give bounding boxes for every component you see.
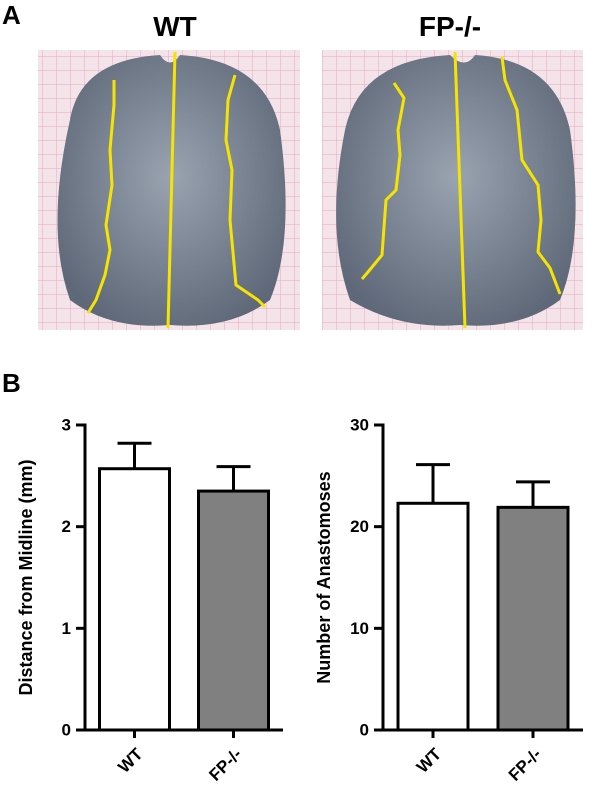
x-tick-label: FP-/- bbox=[505, 745, 545, 785]
photo-fp bbox=[322, 50, 583, 330]
y-axis-label: Distance from Midline (mm) bbox=[16, 459, 36, 695]
image-title: FP-/- bbox=[419, 11, 481, 42]
panel-label: A bbox=[2, 0, 21, 30]
bar bbox=[396, 501, 470, 732]
y-tick-label: 1 bbox=[62, 619, 71, 638]
panel-label: B bbox=[2, 368, 21, 398]
bar bbox=[496, 505, 570, 732]
y-tick-label: 0 bbox=[62, 720, 71, 739]
y-tick-label: 2 bbox=[62, 517, 71, 536]
bar bbox=[98, 467, 171, 732]
y-tick-label: 3 bbox=[62, 415, 71, 434]
y-tick-label: 10 bbox=[350, 619, 369, 638]
x-tick-label: WT bbox=[413, 744, 446, 777]
y-tick-label: 20 bbox=[350, 517, 369, 536]
y-tick-label: 0 bbox=[360, 720, 369, 739]
x-tick-label: WT bbox=[114, 744, 147, 777]
x-tick-label: FP-/- bbox=[205, 745, 245, 785]
bar bbox=[197, 489, 270, 732]
image-title: WT bbox=[153, 11, 197, 42]
y-tick-label: 30 bbox=[350, 415, 369, 434]
y-axis-label: Number of Anastomoses bbox=[314, 471, 334, 683]
photo-wt bbox=[38, 50, 300, 330]
